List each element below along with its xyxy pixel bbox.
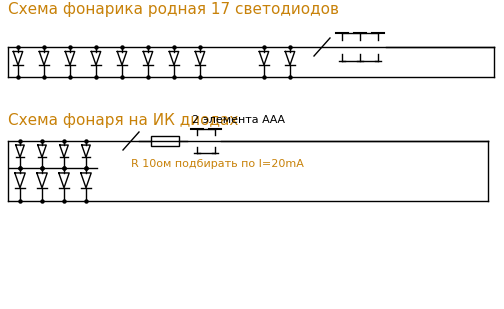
Text: Схема фонаря на ИК диодах: Схема фонаря на ИК диодах	[8, 113, 238, 128]
Text: R 10ом подбирать по I=20mA: R 10ом подбирать по I=20mA	[131, 159, 304, 169]
Text: Схема фонарика родная 17 светодиодов: Схема фонарика родная 17 светодиодов	[8, 2, 339, 17]
Text: 2 элемента ААА: 2 элемента ААА	[192, 115, 285, 125]
Bar	[151, 136, 179, 146]
